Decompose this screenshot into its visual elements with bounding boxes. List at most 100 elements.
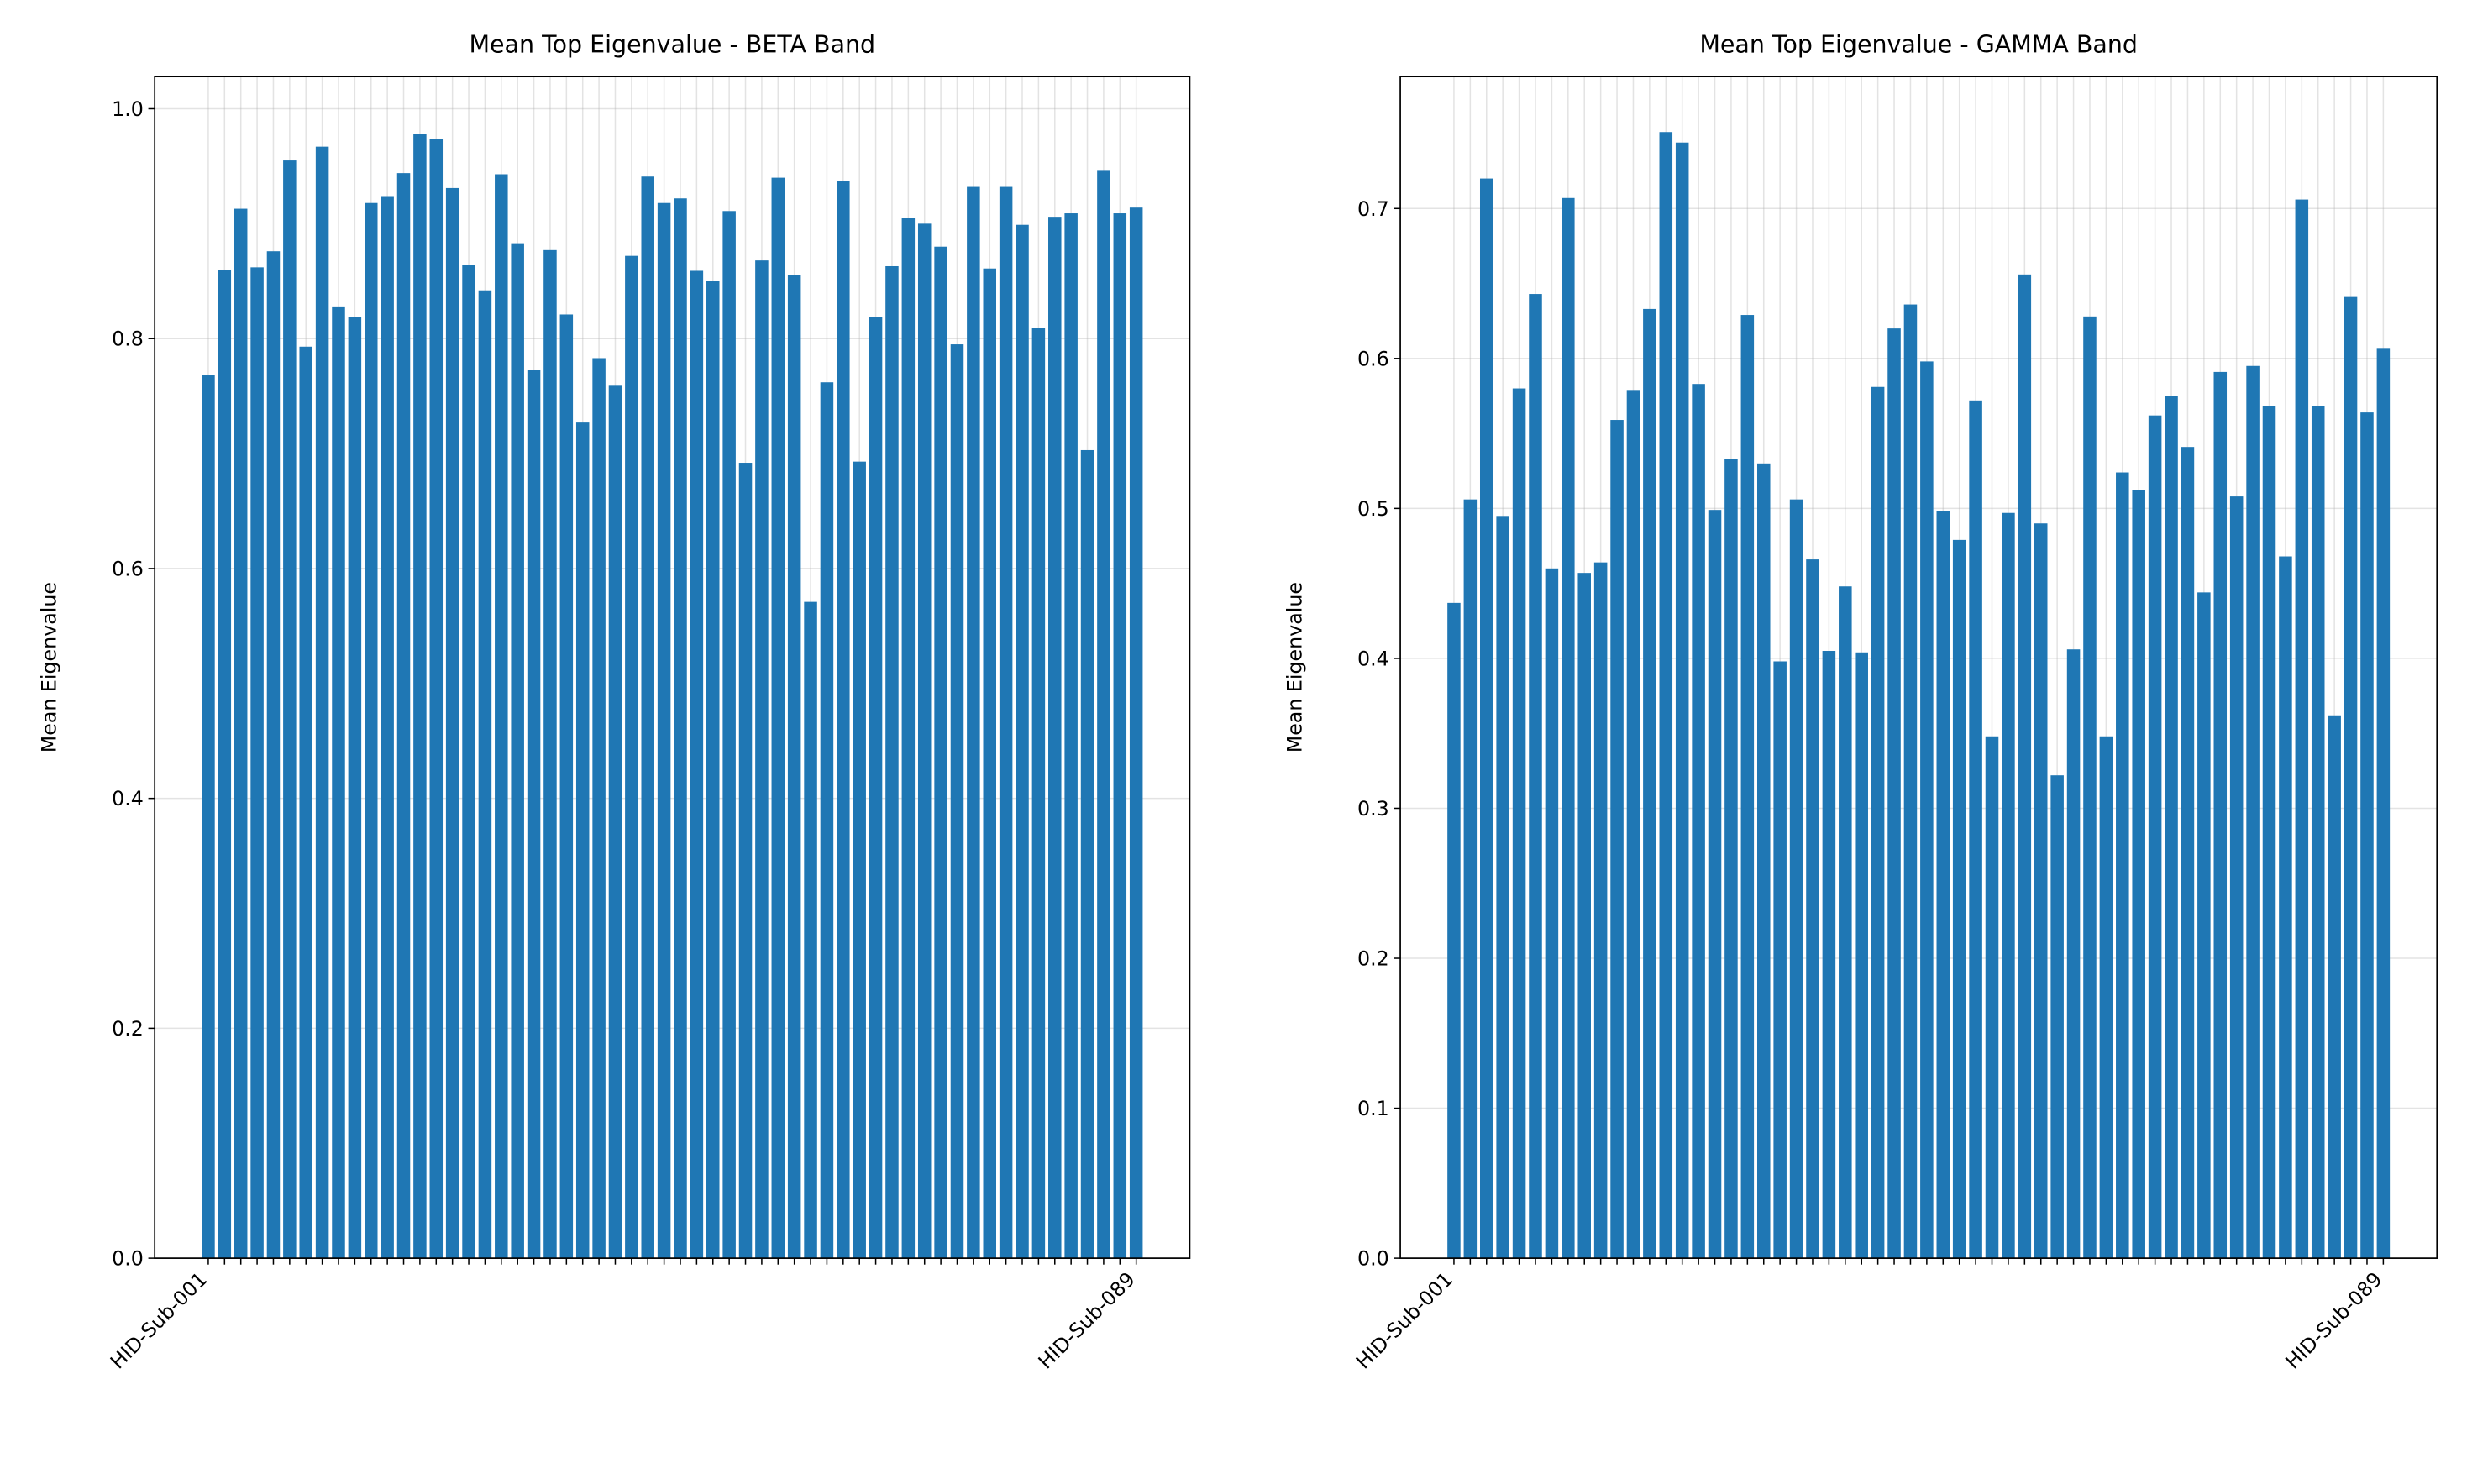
bar <box>495 174 508 1259</box>
bar <box>315 146 329 1259</box>
bar <box>511 243 524 1259</box>
bar <box>2018 274 2032 1259</box>
bar <box>674 198 687 1259</box>
bar <box>738 463 753 1259</box>
bar-chart: 0.0 0.1 0.2 0.3 0.4 0.5 0.6 0.7 HID-Sub-001 HID-S… <box>1283 31 2438 1373</box>
y-tick-label: 0.4 <box>1357 647 1389 670</box>
bar <box>869 317 883 1259</box>
bar <box>2148 415 2162 1259</box>
bar <box>787 275 801 1259</box>
axes-frame <box>1399 76 2438 1259</box>
x-tick-label: HID-Sub-001 <box>1352 1267 1457 1373</box>
bar <box>2279 556 2292 1259</box>
bar <box>1479 178 1493 1259</box>
y-tick-label: 0.6 <box>112 557 144 580</box>
bar <box>1871 386 1885 1259</box>
bar <box>706 281 720 1259</box>
bar <box>332 306 345 1259</box>
bar <box>901 218 916 1259</box>
bar <box>1562 197 1575 1259</box>
bar <box>2328 715 2341 1259</box>
bar <box>837 181 850 1259</box>
bar <box>1952 539 1966 1259</box>
x-tick-label: HID-Sub-001 <box>106 1267 212 1373</box>
bar <box>1675 142 1689 1259</box>
bar <box>2344 296 2358 1259</box>
y-tick-label: 0.5 <box>1357 497 1389 521</box>
y-tick-label: 0.4 <box>112 787 144 810</box>
x-tick-label: HID-Sub-089 <box>1034 1267 1140 1373</box>
bar <box>1593 562 1608 1259</box>
bar <box>1773 661 1787 1259</box>
y-tick-label: 0.2 <box>1357 947 1389 971</box>
bar <box>462 265 475 1259</box>
bar <box>967 186 980 1259</box>
bar <box>950 344 964 1259</box>
bar <box>2376 348 2391 1259</box>
bar <box>413 134 427 1259</box>
chart-title: Mean Top Eigenvalue - GAMMA Band <box>1699 31 2138 59</box>
bar <box>2066 649 2081 1259</box>
chart-title: Mean Top Eigenvalue - BETA Band <box>469 31 875 59</box>
bar <box>1048 217 1062 1259</box>
bar <box>1626 390 1640 1259</box>
bar <box>1113 213 1127 1259</box>
bar <box>1789 499 1803 1259</box>
bar <box>1097 170 1110 1259</box>
bar <box>1610 420 1624 1259</box>
bar <box>2295 199 2309 1259</box>
bar <box>1643 308 1656 1259</box>
y-tick-label: 0.8 <box>112 328 144 351</box>
bar <box>2083 316 2097 1259</box>
bar <box>1936 511 1950 1259</box>
bar <box>2165 396 2178 1259</box>
bar <box>1839 586 1852 1259</box>
x-tick-label: HID-Sub-089 <box>2281 1267 2386 1373</box>
y-tick-label: 0.6 <box>1357 347 1389 370</box>
bar <box>1692 384 1705 1259</box>
bar <box>1822 650 1836 1259</box>
bar <box>234 208 248 1259</box>
bar <box>1447 602 1461 1259</box>
bar <box>2262 406 2276 1259</box>
bar <box>657 202 671 1259</box>
bar <box>2213 371 2228 1259</box>
bar <box>1920 361 1934 1259</box>
bar <box>917 223 932 1259</box>
bar <box>527 370 541 1259</box>
y-tick-label: 0.2 <box>112 1017 144 1041</box>
bar <box>1708 510 1722 1259</box>
bar <box>820 382 834 1259</box>
bar <box>592 358 606 1259</box>
bar <box>1016 224 1029 1259</box>
y-tick-label: 1.0 <box>112 97 144 121</box>
bar <box>429 139 444 1259</box>
bar <box>202 375 215 1259</box>
bar <box>804 601 817 1259</box>
bar <box>348 317 362 1259</box>
bar <box>1756 463 1771 1259</box>
bar <box>1903 304 1918 1259</box>
bar <box>250 267 264 1259</box>
bar <box>885 265 899 1259</box>
bar <box>543 249 557 1259</box>
bar <box>1577 573 1591 1259</box>
bar <box>299 346 312 1259</box>
y-tick-label: 0.7 <box>1357 197 1389 221</box>
bar <box>2197 592 2211 1259</box>
y-tick-label: 0.0 <box>1357 1247 1389 1271</box>
bar <box>1512 388 1526 1259</box>
bar <box>365 202 378 1259</box>
bar <box>1724 459 1738 1259</box>
bar <box>722 211 736 1259</box>
bar <box>2099 736 2113 1259</box>
axes-frame <box>154 76 1191 1259</box>
bar <box>2050 775 2064 1259</box>
bar-chart: 0.0 0.2 0.4 0.6 0.8 1.0 HID-Sub-001 HID-Sub-089… <box>37 31 1191 1373</box>
bar <box>608 385 622 1259</box>
bar <box>1659 132 1673 1259</box>
bar <box>2132 490 2145 1259</box>
bar <box>1064 213 1078 1259</box>
bar <box>755 260 769 1259</box>
